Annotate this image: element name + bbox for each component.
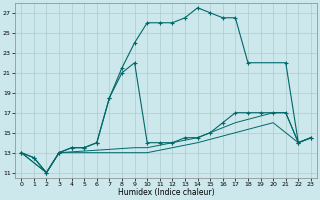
X-axis label: Humidex (Indice chaleur): Humidex (Indice chaleur) xyxy=(118,188,214,197)
